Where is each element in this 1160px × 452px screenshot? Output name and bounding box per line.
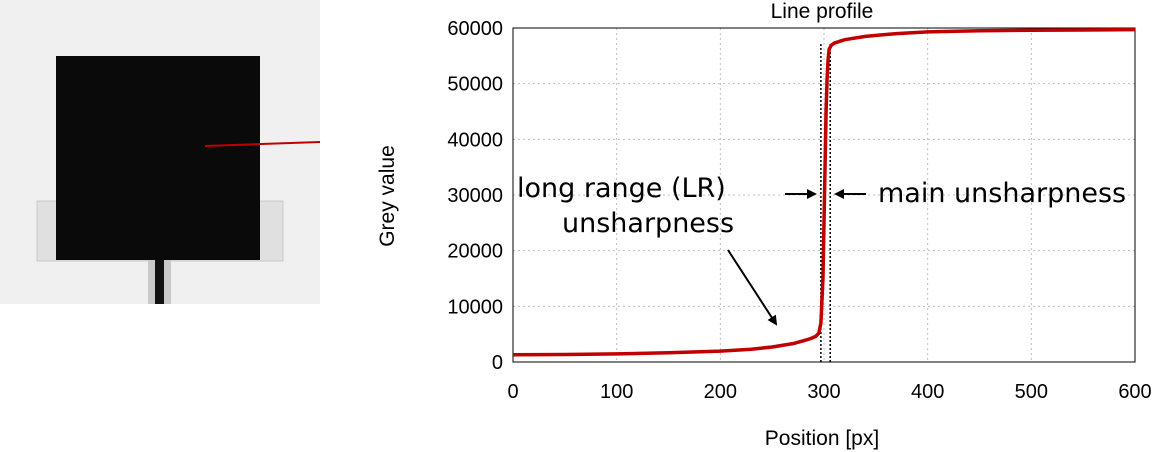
- x-tick-label: 200: [704, 381, 737, 403]
- y-tick-label: 60000: [447, 18, 503, 40]
- x-tick-label: 300: [807, 381, 840, 403]
- x-tick-label: 400: [911, 381, 944, 403]
- holder-rod: [155, 260, 164, 304]
- plot-frame: [512, 27, 1136, 363]
- profile-curve: [512, 27, 1136, 357]
- profile-line: [204, 141, 320, 147]
- y-tick-label: 40000: [447, 129, 503, 151]
- chart-title: Line profile: [771, 0, 874, 23]
- x-tick-label: 600: [1118, 381, 1151, 403]
- annotation-lr-line1: long range (LR): [517, 173, 726, 204]
- y-tick-label: 0: [492, 352, 503, 374]
- x-tick-label: 0: [507, 381, 518, 403]
- y-tick-label: 20000: [447, 241, 503, 263]
- y-tick-label: 50000: [447, 74, 503, 96]
- x-tick-label: 100: [600, 381, 633, 403]
- x-axis-label: Position [px]: [765, 427, 879, 450]
- y-tick-label: 30000: [447, 185, 503, 207]
- y-tick-label: 10000: [447, 296, 503, 318]
- annotation-main-unsharpness: main unsharpness: [878, 178, 1126, 209]
- dark-square-sample: [56, 56, 260, 260]
- x-tick-label: 500: [1015, 381, 1048, 403]
- y-axis-label: Grey value: [376, 145, 399, 247]
- annotation-lr-line2: unsharpness: [562, 208, 734, 239]
- sample-image: [0, 0, 320, 304]
- arrow-lr-unsharpness: [727, 249, 778, 326]
